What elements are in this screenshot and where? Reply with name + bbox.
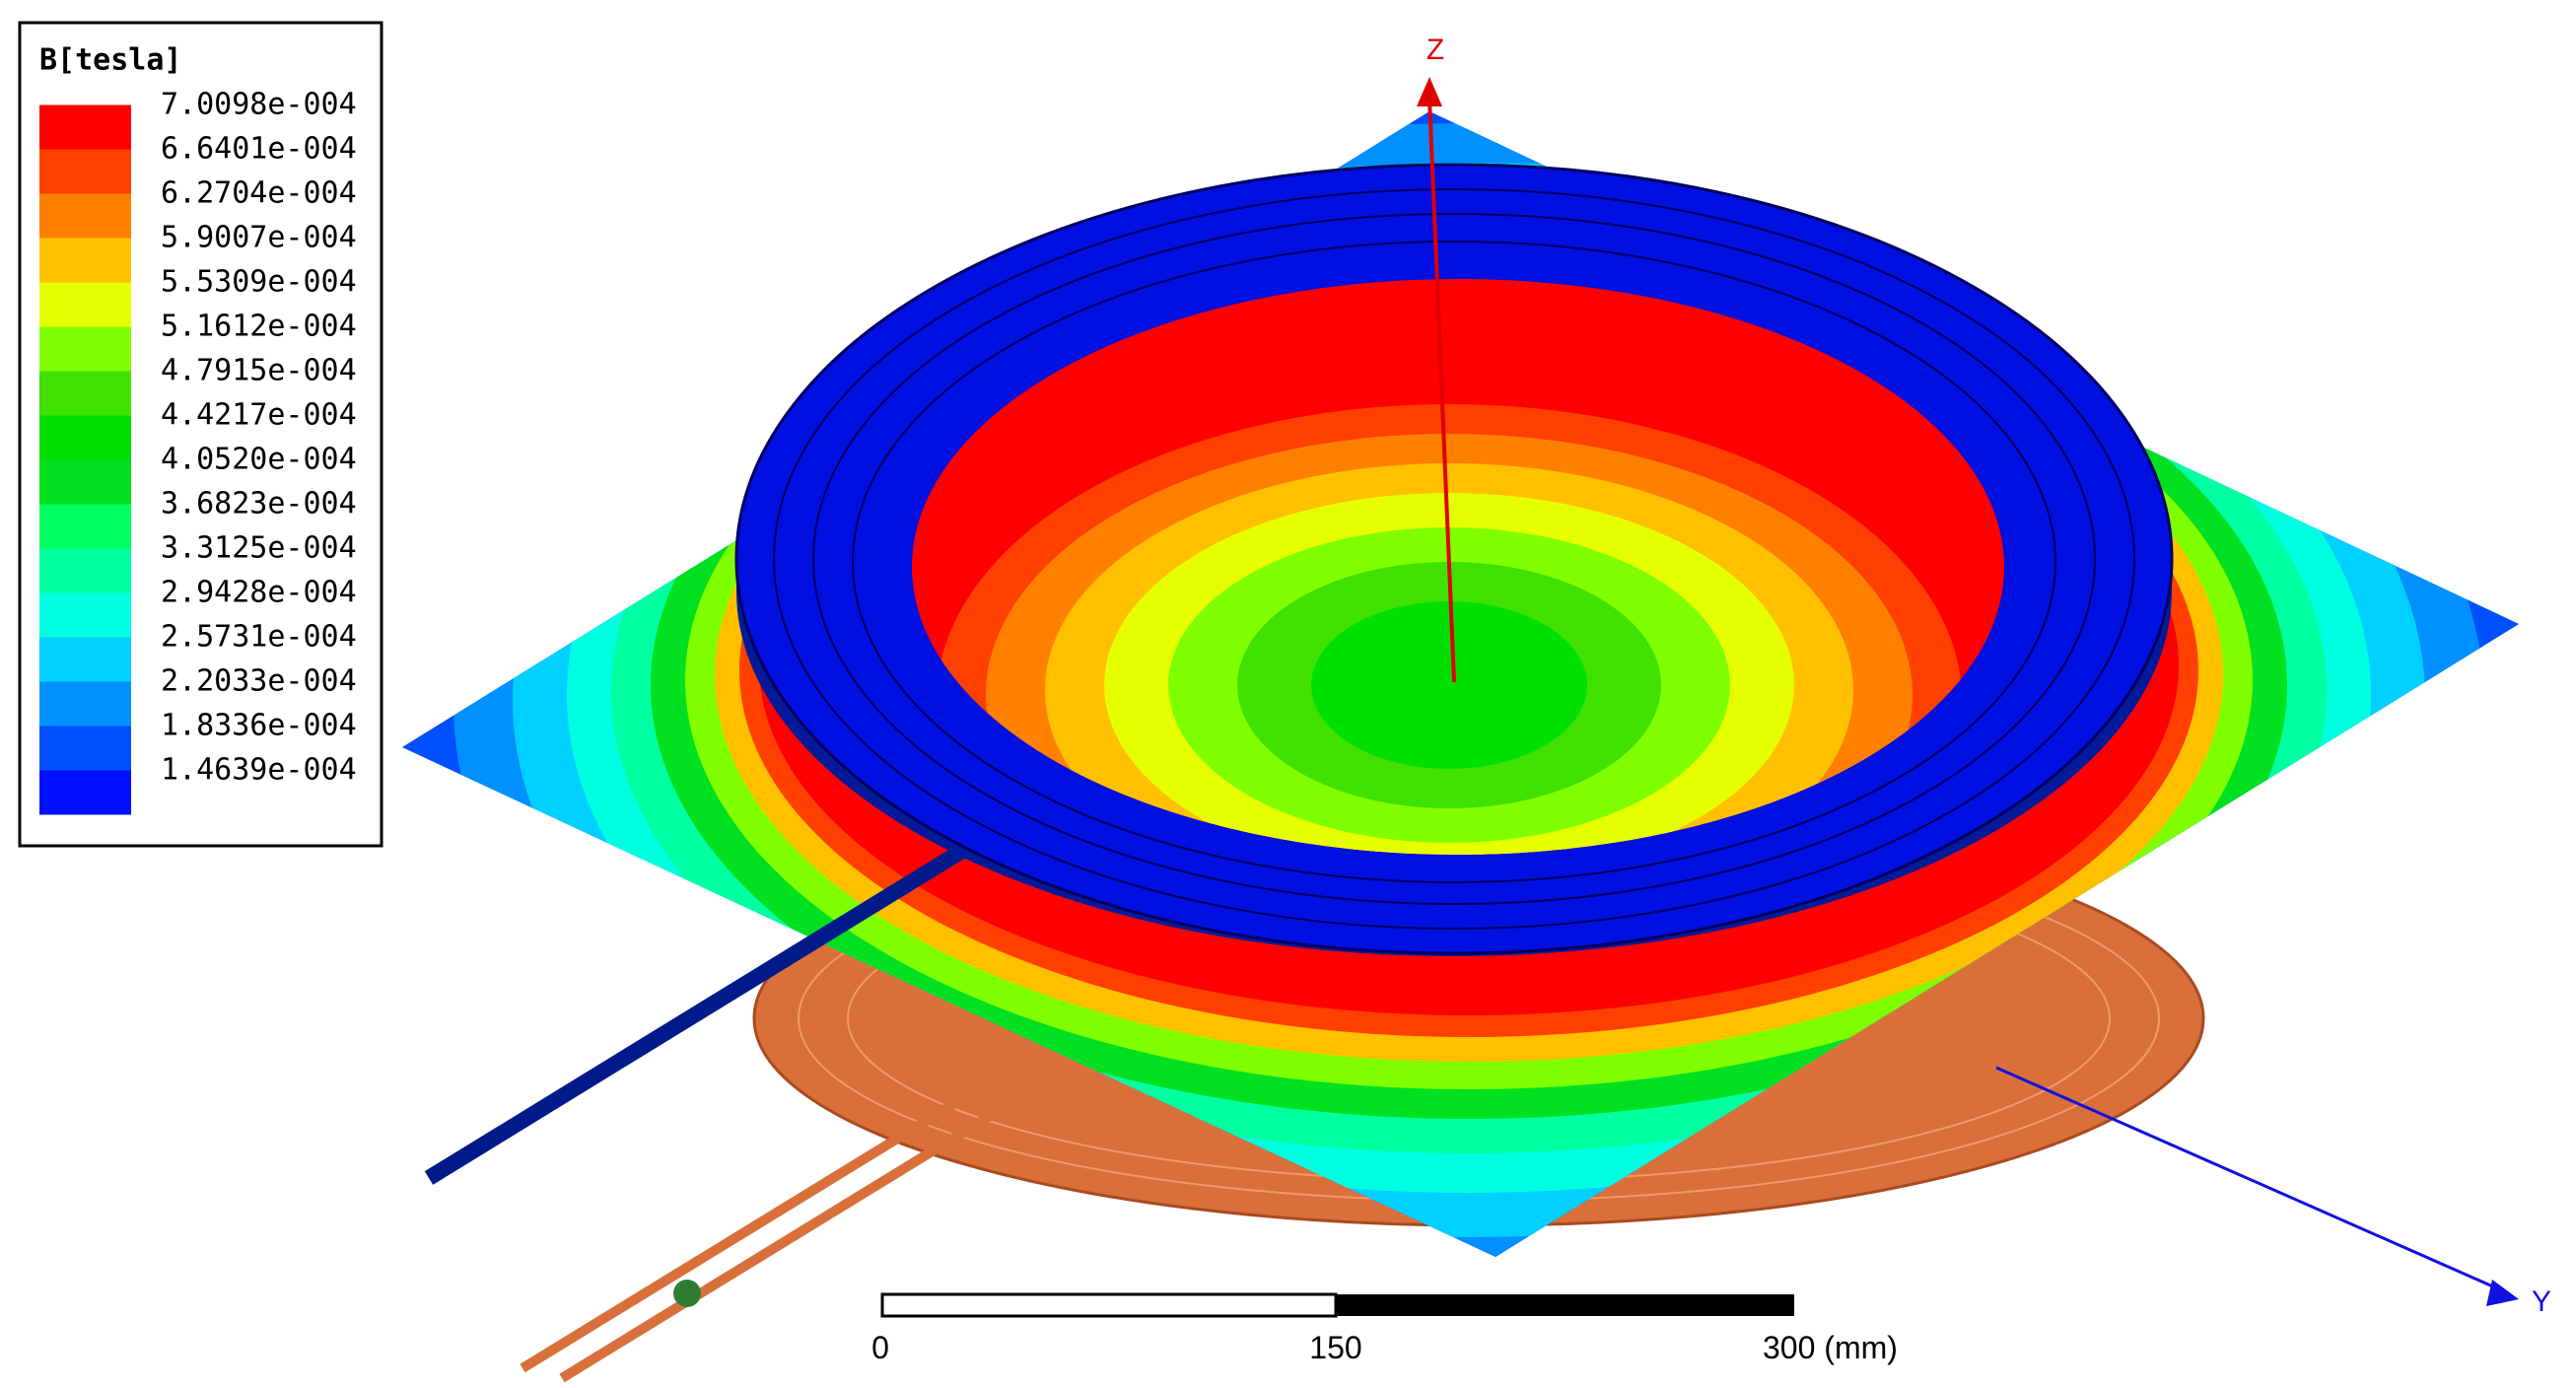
legend-swatch [39, 371, 131, 416]
legend-swatch [39, 592, 131, 638]
legend-swatch [39, 726, 131, 771]
scale-bar: 0 150 300 (mm) [871, 1292, 1898, 1365]
legend-label: 1.4639e-004 [161, 753, 357, 788]
legend-swatch [39, 770, 131, 815]
legend-label: 3.6823e-004 [161, 487, 357, 521]
legend: B[tesla] 7.0098e-004 6.6401e-004 6.2704e-0… [18, 21, 383, 848]
legend-swatch [39, 326, 131, 372]
legend-label: 2.5731e-004 [161, 620, 357, 655]
legend-label: 6.6401e-004 [161, 132, 357, 167]
legend-swatch [39, 149, 131, 194]
legend-swatch [39, 459, 131, 505]
legend-label: 6.2704e-004 [161, 176, 357, 211]
legend-label: 2.9428e-004 [161, 576, 357, 610]
scale-label: 300 (mm) [1763, 1330, 1898, 1365]
legend-label: 5.9007e-004 [161, 221, 357, 255]
legend-label: 4.7915e-004 [161, 354, 357, 388]
legend-label: 4.0520e-004 [161, 443, 357, 477]
scale-label: 0 [871, 1330, 889, 1365]
legend-swatch [39, 681, 131, 727]
legend-label: 5.5309e-004 [161, 265, 357, 300]
legend-swatch [39, 415, 131, 460]
legend-label: 3.3125e-004 [161, 531, 357, 566]
legend-swatch [39, 637, 131, 682]
legend-swatch [39, 104, 131, 150]
legend-label: 5.1612e-004 [161, 310, 357, 344]
legend-label: 7.0098e-004 [161, 88, 357, 122]
legend-label: 4.4217e-004 [161, 398, 357, 433]
legend-title: B[tesla] [39, 43, 182, 78]
legend-label: 1.8336e-004 [161, 709, 357, 743]
scale-label: 150 [1309, 1330, 1361, 1365]
legend-label: 2.2033e-004 [161, 664, 357, 699]
legend-swatch [39, 238, 131, 283]
legend-swatch [39, 193, 131, 239]
legend-swatch [39, 548, 131, 593]
legend-swatch [39, 504, 131, 549]
axes: Z Y [1417, 34, 2551, 1318]
z-axis-label: Z [1427, 34, 1444, 66]
y-axis-label: Y [2532, 1285, 2551, 1318]
legend-swatch [39, 282, 131, 327]
